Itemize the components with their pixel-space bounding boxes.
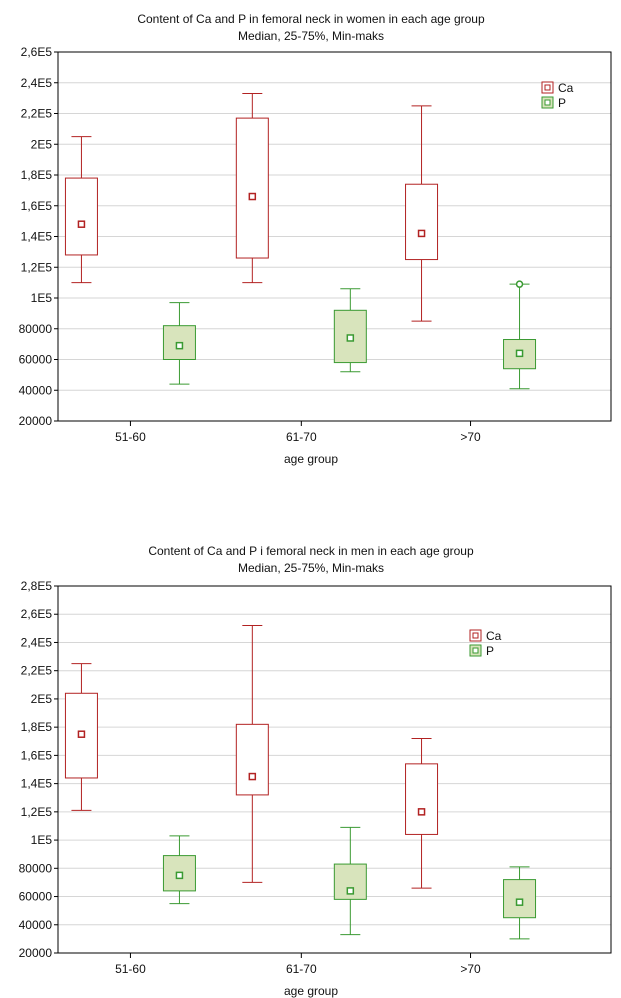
x-tick-label: 61-70 [286, 430, 317, 444]
median-marker [417, 808, 426, 816]
y-tick-label: 2,2E5 [21, 664, 53, 678]
iqr-box [235, 723, 269, 796]
legend-marker [472, 647, 479, 654]
y-tick-label: 2,6E5 [21, 607, 53, 621]
median-marker [175, 871, 184, 880]
x-axis-label: age group [284, 452, 338, 466]
legend-item-P: P [469, 644, 494, 658]
x-tick-label: 61-70 [286, 962, 317, 976]
y-tick-label: 1,2E5 [21, 805, 53, 819]
plot-frame [57, 51, 612, 422]
chart-subtitle: Median, 25-75%, Min-maks [238, 561, 384, 575]
y-tick-label: 60000 [19, 890, 53, 904]
y-tick-label: 60000 [19, 353, 53, 367]
median-marker [77, 220, 86, 228]
y-tick-label: 2,2E5 [21, 107, 53, 121]
legend-item-Ca: Ca [469, 629, 502, 643]
box-P-61-70 [333, 288, 367, 373]
y-tick-label: 20000 [19, 946, 53, 960]
median-marker [346, 334, 355, 342]
x-tick-label: >70 [460, 962, 481, 976]
legend-label: P [558, 96, 566, 110]
box-P-61-70 [333, 826, 367, 936]
plot-frame [57, 585, 612, 954]
chart-2: Content of Ca and P i femoral neck in me… [19, 544, 612, 998]
y-tick-label: 1,4E5 [21, 777, 53, 791]
chart-title: Content of Ca and P in femoral neck in w… [137, 12, 485, 26]
iqr-box [64, 177, 98, 256]
box-Ca-61-70 [235, 93, 269, 284]
chart-subtitle: Median, 25-75%, Min-maks [238, 29, 384, 43]
y-tick-label: 1,2E5 [21, 260, 53, 274]
y-tick-label: 1,8E5 [21, 168, 53, 182]
legend-marker [472, 632, 479, 639]
legend-item-Ca: Ca [541, 81, 574, 95]
legend-label: P [486, 644, 494, 658]
legend-label: Ca [486, 629, 502, 643]
median-marker [515, 898, 524, 906]
median-marker [515, 349, 524, 358]
median-marker [417, 229, 426, 238]
y-tick-label: 1E5 [31, 833, 53, 847]
chart-1: Content of Ca and P in femoral neck in w… [19, 12, 612, 466]
iqr-box [503, 879, 537, 919]
box-P->70 [503, 280, 537, 390]
x-axis-label: age group [284, 984, 338, 998]
y-tick-label: 2E5 [31, 137, 53, 151]
y-tick-label: 2,6E5 [21, 45, 53, 59]
median-marker [346, 887, 355, 895]
iqr-box [235, 117, 269, 259]
x-tick-label: 51-60 [115, 430, 146, 444]
y-tick-label: 80000 [19, 861, 53, 875]
box-Ca-61-70 [235, 625, 269, 883]
legend: CaP [541, 81, 574, 110]
median-marker [248, 192, 257, 201]
box-P->70 [503, 866, 537, 940]
chart-title: Content of Ca and P i femoral neck in me… [148, 544, 474, 558]
y-tick-label: 20000 [19, 414, 53, 428]
y-tick-label: 2,8E5 [21, 579, 53, 593]
y-tick-label: 40000 [19, 918, 53, 932]
y-tick-label: 80000 [19, 322, 53, 336]
median-marker [248, 772, 257, 781]
y-tick-label: 1,8E5 [21, 720, 53, 734]
y-tick-label: 1,4E5 [21, 230, 53, 244]
box-Ca->70 [405, 105, 439, 322]
legend-marker [544, 99, 551, 106]
median-marker [175, 341, 184, 350]
outlier-point [515, 280, 524, 288]
y-tick-label: 2,4E5 [21, 76, 53, 90]
y-tick-label: 1E5 [31, 291, 53, 305]
box-Ca-51-60 [64, 136, 98, 284]
legend-marker [544, 84, 551, 91]
median-marker [77, 730, 86, 738]
y-tick-label: 1,6E5 [21, 748, 53, 762]
box-P-51-60 [162, 835, 196, 905]
x-tick-label: >70 [460, 430, 481, 444]
x-tick-label: 51-60 [115, 962, 146, 976]
y-tick-label: 40000 [19, 383, 53, 397]
y-tick-label: 1,6E5 [21, 199, 53, 213]
iqr-box [405, 183, 439, 261]
legend-item-P: P [541, 96, 566, 110]
y-tick-label: 2E5 [31, 692, 53, 706]
box-Ca->70 [405, 737, 439, 889]
legend: CaP [469, 629, 502, 658]
iqr-box [405, 763, 439, 835]
y-tick-label: 2,4E5 [21, 635, 53, 649]
box-P-51-60 [162, 302, 196, 385]
box-Ca-51-60 [64, 663, 98, 811]
legend-label: Ca [558, 81, 574, 95]
